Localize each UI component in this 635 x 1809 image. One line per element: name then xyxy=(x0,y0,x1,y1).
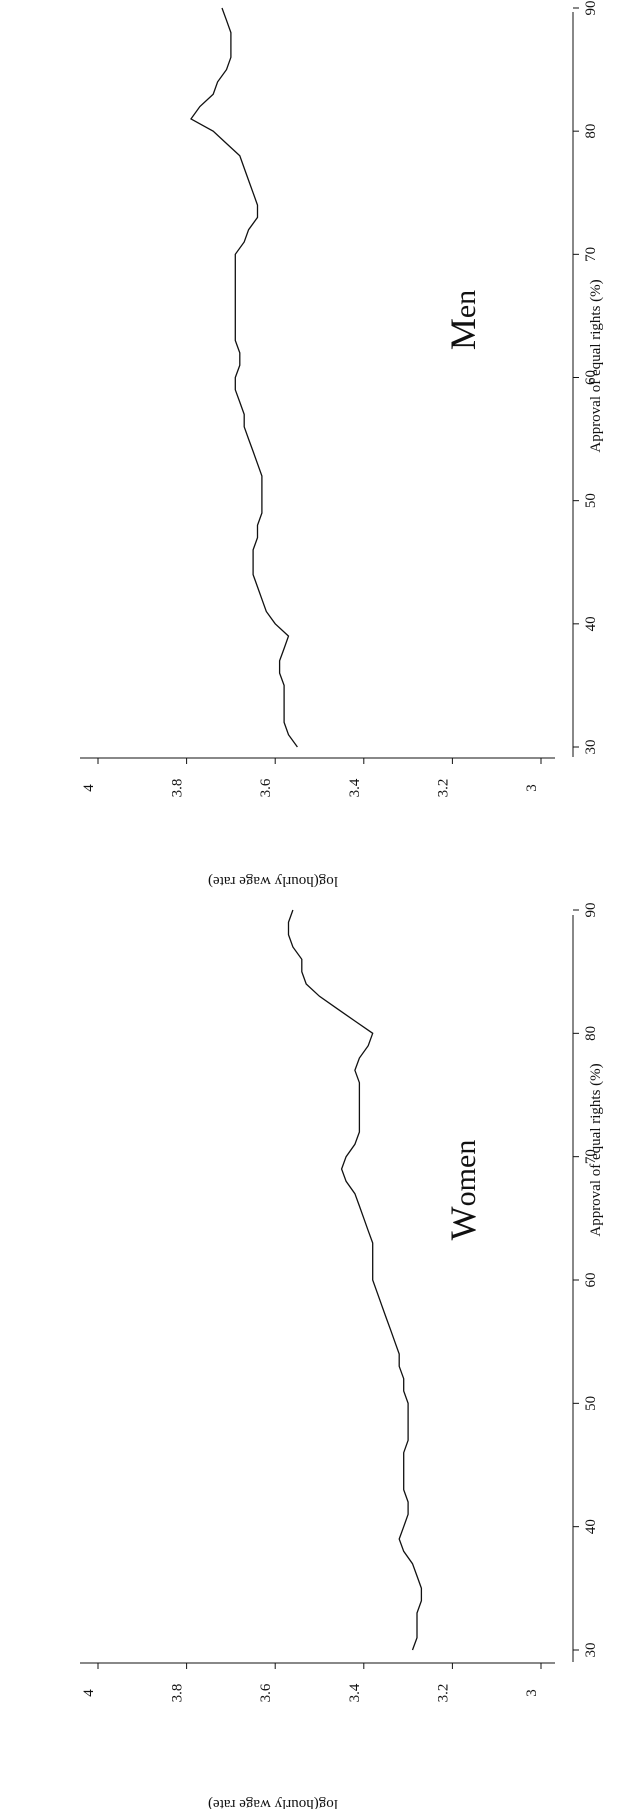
women-panel: log(hourly wage rate) Approval of equal … xyxy=(80,903,604,1809)
women-y-tick-label-3.6: 3.6 xyxy=(258,1683,274,1702)
women-x-tick-label-70: 70 xyxy=(583,1149,599,1164)
men-x-axis-label: Approval of equal rights (%) xyxy=(588,279,604,452)
men-x-tick-label-30: 30 xyxy=(583,740,599,755)
men-x-tick-label-80: 80 xyxy=(583,124,599,139)
men-x-tick-label-40: 40 xyxy=(583,616,599,631)
men-x-tick-label-60: 60 xyxy=(583,370,599,385)
women-y-tick-label-3: 3 xyxy=(524,1689,540,1697)
men-ticks: 30 40 50 60 70 80 90 3 3.2 3.4 3.6 3.8 4 xyxy=(81,1,599,798)
men-series-line xyxy=(190,7,298,748)
men-y-tick-label-3.6: 3.6 xyxy=(258,778,274,797)
women-title-initial: W xyxy=(443,1206,483,1240)
women-y-tick-label-3.8: 3.8 xyxy=(170,1684,186,1703)
men-title-initial: M xyxy=(443,318,483,350)
women-series-line xyxy=(287,909,423,1651)
women-x-tick-label-90: 90 xyxy=(583,903,599,918)
women-x-tick-label-40: 40 xyxy=(583,1519,599,1534)
women-y-tick-label-4: 4 xyxy=(81,1689,97,1697)
women-x-axis-label: Approval of equal rights (%) xyxy=(588,1063,604,1236)
men-x-tick-label-50: 50 xyxy=(583,493,599,508)
men-y-tick-label-3.8: 3.8 xyxy=(170,779,186,798)
men-y-tick-label-3.2: 3.2 xyxy=(435,779,451,798)
women-x-tick-label-60: 60 xyxy=(583,1273,599,1288)
men-y-tick-label-3: 3 xyxy=(524,784,540,792)
men-x-tick-label-90: 90 xyxy=(583,1,599,16)
women-y-tick-label-3.2: 3.2 xyxy=(435,1684,451,1703)
men-title-rest: en xyxy=(449,290,482,318)
women-y-tick-label-3.4: 3.4 xyxy=(347,1683,363,1702)
women-x-tick-label-30: 30 xyxy=(583,1643,599,1658)
women-x-tick-label-50: 50 xyxy=(583,1396,599,1411)
women-x-tick-label-80: 80 xyxy=(583,1026,599,1041)
men-y-tick-label-4: 4 xyxy=(81,784,97,792)
women-ticks: 30 40 50 60 70 80 90 3 3.2 3.4 3.6 3.8 4 xyxy=(81,903,599,1703)
men-chart-title: Men xyxy=(443,290,483,350)
women-y-axis-label: log(hourly wage rate) xyxy=(208,1796,338,1809)
women-chart-title: Women xyxy=(443,1140,483,1241)
men-y-axis-label: log(hourly wage rate) xyxy=(208,873,338,889)
men-y-tick-label-3.4: 3.4 xyxy=(347,778,363,797)
men-x-tick-label-70: 70 xyxy=(583,247,599,262)
men-panel: log(hourly wage rate) Approval of equal … xyxy=(80,1,604,889)
women-title-rest: omen xyxy=(449,1140,482,1207)
